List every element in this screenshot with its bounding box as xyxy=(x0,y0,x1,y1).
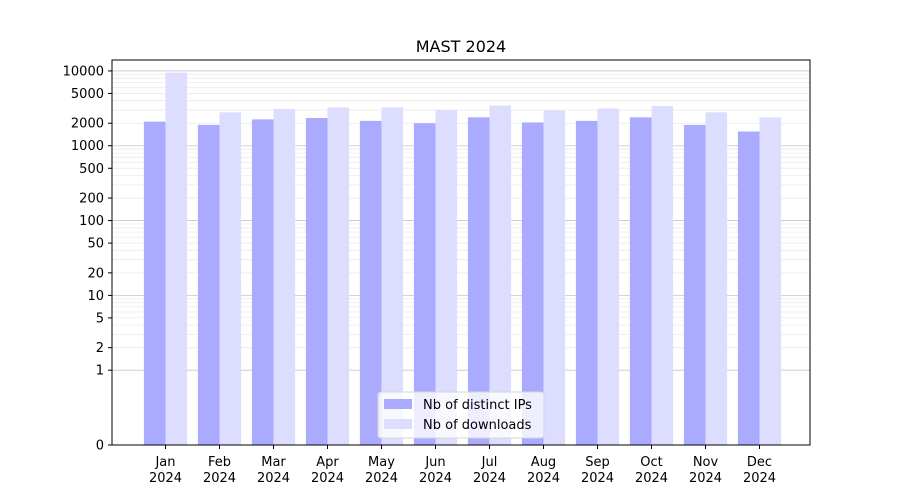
chart-title: MAST 2024 xyxy=(416,37,506,56)
legend: Nb of distinct IPs Nb of downloads xyxy=(377,391,545,439)
bar-downloads xyxy=(651,105,674,445)
bar-downloads xyxy=(273,108,296,445)
bar-downloads xyxy=(381,107,404,446)
plot-frame xyxy=(111,59,811,446)
y-tick-label: 2 xyxy=(96,341,104,356)
y-tick-label: 1000 xyxy=(71,139,104,154)
bar-downloads xyxy=(489,105,512,445)
bar-distinct-ips xyxy=(737,131,760,445)
bar-distinct-ips xyxy=(629,117,652,446)
y-tick-label: 0 xyxy=(96,439,104,454)
bar-downloads xyxy=(327,107,350,446)
x-tick-label: Jan 2024 xyxy=(149,455,182,486)
y-tick-label: 500 xyxy=(79,162,104,177)
y-tick-label: 50 xyxy=(87,237,104,252)
x-tick-label: Jun 2024 xyxy=(419,455,452,486)
x-tick-label: Aug 2024 xyxy=(527,455,560,486)
y-tick-label: 100 xyxy=(79,214,104,229)
x-tick-label: May 2024 xyxy=(365,455,398,486)
legend-label: Nb of downloads xyxy=(423,418,532,433)
bar-downloads xyxy=(705,112,728,445)
bar-distinct-ips xyxy=(197,124,220,445)
bar-downloads xyxy=(759,117,782,446)
x-tick-label: Feb 2024 xyxy=(203,455,236,486)
bar-downloads xyxy=(219,112,242,445)
bar-distinct-ips xyxy=(143,121,166,445)
bar-distinct-ips xyxy=(359,120,382,445)
legend-box xyxy=(377,391,545,439)
y-tick-label: 10000 xyxy=(63,64,104,79)
bar-distinct-ips xyxy=(413,123,436,446)
bar-distinct-ips xyxy=(467,117,490,446)
bars xyxy=(143,72,782,446)
bar-distinct-ips xyxy=(521,122,544,445)
bar-distinct-ips xyxy=(305,117,328,445)
bar-downloads xyxy=(165,72,188,445)
bar-distinct-ips xyxy=(251,119,274,446)
bar-distinct-ips xyxy=(575,120,598,445)
y-tick-label: 5000 xyxy=(71,87,104,102)
x-tick-label: Apr 2024 xyxy=(311,455,344,486)
bar-distinct-ips xyxy=(683,124,706,445)
x-tick-label: Mar 2024 xyxy=(257,455,290,486)
y-tick-label: 1 xyxy=(96,364,104,379)
x-tick-label: Oct 2024 xyxy=(635,455,668,486)
bar-downloads xyxy=(543,110,566,446)
x-tick-label: Nov 2024 xyxy=(689,455,722,486)
y-tick-label: 10 xyxy=(87,289,104,304)
y-tick-label: 5 xyxy=(96,311,104,326)
y-tick-label: 20 xyxy=(87,266,104,281)
bar-downloads xyxy=(597,108,620,445)
y-tick-label: 2000 xyxy=(71,117,104,132)
x-tick-label: Sep 2024 xyxy=(581,455,614,486)
legend-swatch xyxy=(384,399,412,409)
y-tick-label: 200 xyxy=(79,192,104,207)
bar-downloads xyxy=(435,110,458,446)
x-tick-label: Dec 2024 xyxy=(743,455,776,486)
x-tick-label: Jul 2024 xyxy=(473,455,506,486)
axes: 0 1 2 5 10 20 50 100 200 500 1000 2000 5000 10000 Jan 2… xyxy=(63,59,811,486)
legend-swatch xyxy=(384,419,412,429)
legend-label: Nb of distinct IPs xyxy=(423,398,532,413)
